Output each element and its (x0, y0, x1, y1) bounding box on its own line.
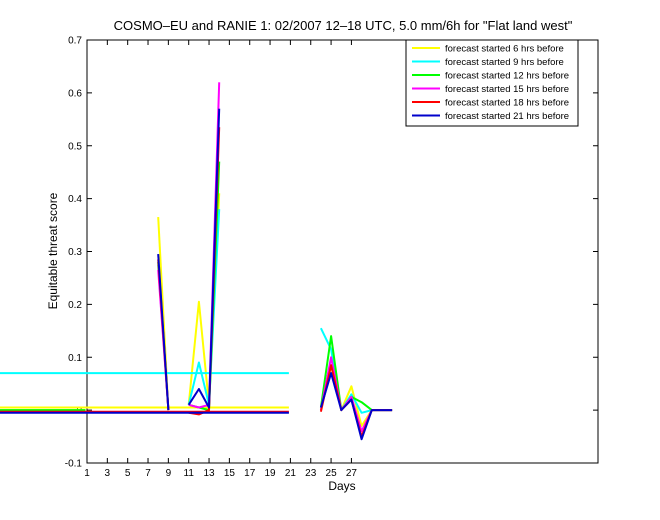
y-tick-label: 0.2 (68, 300, 82, 311)
x-tick-label: 9 (166, 468, 172, 479)
y-tick-label: -0.1 (65, 459, 83, 470)
legend-label: forecast started 6 hrs before (445, 44, 564, 55)
y-tick-label: 0.6 (68, 88, 82, 99)
x-tick-label: 7 (145, 468, 151, 479)
chart-title: COSMO–EU and RANIE 1: 02/2007 12–18 UTC,… (114, 18, 573, 33)
legend-label: forecast started 21 hrs before (445, 111, 569, 122)
x-tick-label: 19 (264, 468, 276, 479)
legend-label: forecast started 15 hrs before (445, 84, 569, 95)
x-tick-label: 27 (346, 468, 358, 479)
series-layer (0, 82, 393, 441)
x-tick-label: 3 (105, 468, 111, 479)
series-line (187, 108, 221, 409)
x-tick-label: 23 (305, 468, 317, 479)
y-tick-label: 0.4 (68, 194, 82, 205)
series-line (319, 372, 393, 441)
legend-box (405, 39, 579, 127)
y-tick-label: 0.1 (68, 353, 82, 364)
y-tick-label: 0.5 (68, 141, 82, 152)
x-axis: 1 3 5 7 9 11 13 15 17 19 21 23 25 27 (84, 40, 357, 479)
y-axis-label: Equitable threat score (46, 192, 60, 309)
series-6 (0, 108, 393, 441)
x-tick-label: 25 (326, 468, 338, 479)
legend-label: forecast started 9 hrs before (445, 57, 564, 68)
y-tick-label: 0.7 (68, 36, 82, 47)
legend-label: forecast started 12 hrs before (445, 71, 569, 82)
x-tick-label: 1 (84, 468, 90, 479)
x-tick-label: 11 (184, 468, 195, 479)
x-axis-label: Days (328, 479, 355, 493)
x-tick-label: 17 (244, 468, 256, 479)
legend: forecast started 6 hrs before forecast st… (405, 39, 579, 127)
x-tick-label: 15 (224, 468, 236, 479)
x-tick-label: 13 (203, 468, 215, 479)
series-line (157, 254, 170, 411)
x-tick-label: 5 (125, 468, 131, 479)
y-tick-label: 0.3 (68, 247, 82, 258)
legend-label: forecast started 18 hrs before (445, 98, 569, 109)
x-tick-label: 21 (285, 468, 297, 479)
